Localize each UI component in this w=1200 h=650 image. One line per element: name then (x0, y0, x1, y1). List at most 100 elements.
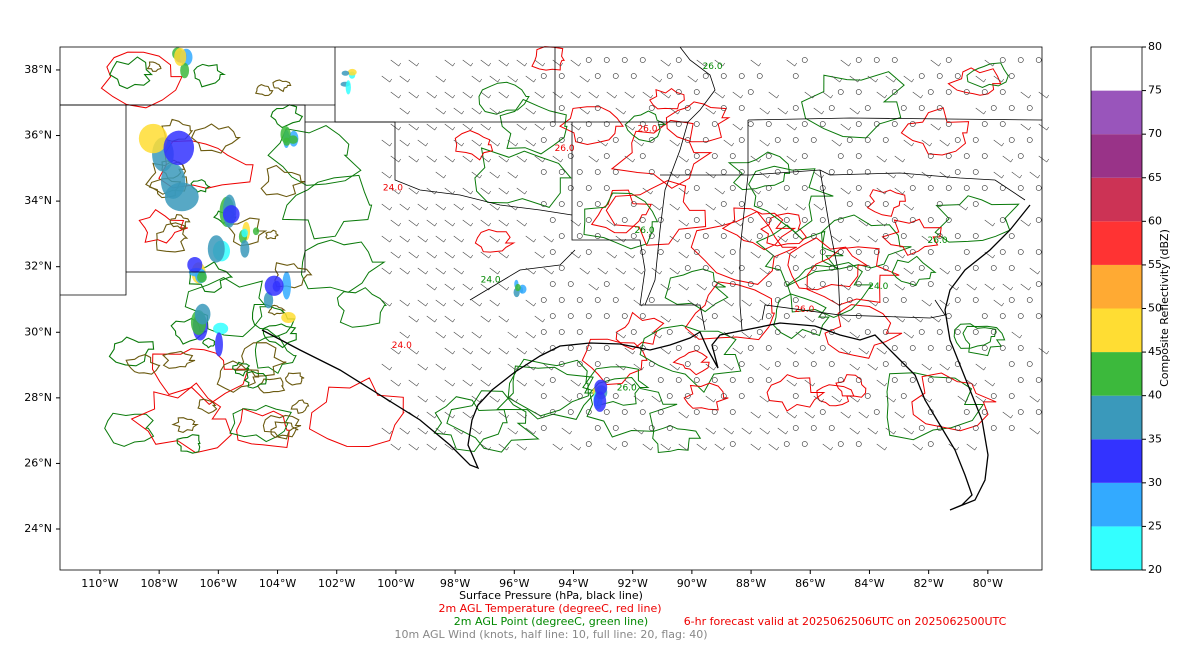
station-calm (864, 329, 871, 335)
reflectivity (593, 391, 607, 412)
station-calm (702, 73, 709, 79)
station-calm (756, 201, 763, 207)
contour (962, 325, 1006, 357)
wind-barb (624, 251, 635, 259)
station-calm (1017, 313, 1024, 319)
station-calm (810, 361, 817, 367)
wind-barb (615, 235, 626, 243)
wind-barb (966, 283, 977, 291)
station-calm (882, 329, 889, 335)
station-calm (855, 185, 862, 191)
wind-barb (471, 395, 482, 403)
wind-barb (408, 251, 419, 259)
station-calm (810, 137, 817, 143)
wind-barb (498, 315, 509, 323)
wind-barb (966, 379, 977, 387)
reflectivity (280, 125, 291, 143)
contour-label: 26.0 (555, 144, 575, 154)
contour (835, 374, 867, 398)
station-calm (774, 329, 781, 335)
station-calm (999, 57, 1006, 63)
wind-barb (435, 171, 446, 179)
wind-barb (435, 395, 446, 403)
wind-barb (516, 123, 527, 131)
wind-barb (480, 251, 491, 259)
contour (267, 125, 362, 186)
station-calm (648, 105, 655, 111)
contour (146, 61, 162, 72)
station-calm (684, 361, 691, 367)
colorbar-tick-label: 45 (1148, 345, 1162, 358)
wind-barb (921, 235, 932, 243)
wind-barb (381, 75, 392, 83)
wind-barb (489, 235, 500, 243)
station-calm (963, 185, 970, 191)
station-calm (702, 233, 709, 239)
contour (130, 382, 232, 454)
wind-barb (417, 203, 428, 211)
station-calm (666, 425, 673, 431)
wind-barb (849, 427, 860, 435)
wind-barb (714, 91, 725, 99)
wind-barb (795, 203, 806, 211)
wind-barb (435, 75, 446, 83)
reflectivity (347, 68, 357, 76)
contour (652, 425, 702, 454)
wind-barb (759, 395, 770, 403)
station-calm (900, 297, 907, 303)
wind-barb (498, 187, 509, 195)
contour (109, 56, 154, 90)
station-calm (603, 313, 610, 319)
wind-barb (444, 91, 455, 99)
station-calm (1026, 361, 1033, 367)
wind-barb (786, 411, 797, 419)
wind-barb (507, 363, 518, 371)
wind-barb (390, 379, 401, 387)
wind-barb (426, 443, 437, 451)
station-calm (540, 137, 547, 143)
station-calm (720, 393, 727, 399)
wind-barb (660, 443, 671, 451)
wind-barb (381, 363, 392, 371)
state-border (644, 121, 689, 306)
colorbar-bin (1091, 47, 1142, 91)
wind-barb (489, 75, 500, 83)
wind-barb (1020, 123, 1031, 131)
colorbar-tick-label: 30 (1148, 476, 1162, 489)
wind-barb (525, 107, 536, 115)
station-calm (711, 153, 718, 159)
wind-barb (804, 379, 815, 387)
station-calm (630, 201, 637, 207)
wind-barb (516, 411, 527, 419)
wind-barb (426, 155, 437, 163)
wind-barb (471, 139, 482, 147)
colorbar-tick-label: 55 (1148, 258, 1162, 271)
station-calm (765, 217, 772, 223)
station-calm (936, 233, 943, 239)
station-calm (612, 297, 619, 303)
wind-barb (534, 59, 545, 67)
wind-barb (525, 427, 536, 435)
station-calm (801, 217, 808, 223)
station-calm (549, 249, 556, 255)
station-calm (855, 281, 862, 287)
wind-barb (480, 187, 491, 195)
axes: 110°W 108°W 106°W 104°W 102°W 100°W 98°W 96°W 94… (24, 63, 1003, 590)
wind-barb (660, 347, 671, 355)
wind-barb (408, 443, 419, 451)
wind-barb (894, 251, 905, 259)
station-calm (1008, 137, 1015, 143)
station-calm (576, 137, 583, 143)
colorbar-bin (1091, 439, 1142, 483)
wind-barb (381, 267, 392, 275)
wind-barb (435, 299, 446, 307)
wind-barb (705, 363, 716, 371)
station-calm (540, 425, 547, 431)
contour (243, 370, 267, 389)
wind-barb (579, 267, 590, 275)
station-calm (891, 345, 898, 351)
station-calm (738, 73, 745, 79)
contour (582, 366, 650, 407)
station-calm (558, 169, 565, 175)
colorbar-bin (1091, 482, 1142, 527)
